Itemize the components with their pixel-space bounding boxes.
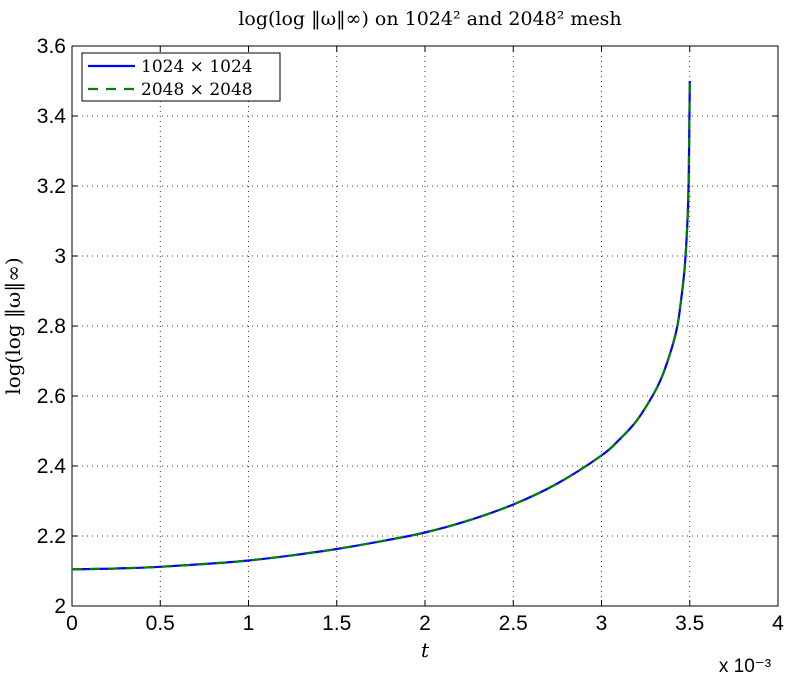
legend-label-2048: 2048 × 2048: [141, 80, 253, 100]
x-tick-label: 4: [772, 612, 784, 635]
y-tick-label: 2: [54, 595, 66, 618]
y-tick-label: 2.6: [37, 385, 66, 408]
y-tick-label: 3.6: [37, 35, 66, 58]
legend: 1024 × 1024 2048 × 2048: [81, 52, 281, 102]
x-exponent-label: x 10⁻³: [719, 656, 771, 677]
legend-box: [81, 52, 281, 102]
x-tick-label: 2.5: [499, 612, 528, 635]
y-tick-label: 3.2: [37, 175, 66, 198]
x-tick-label: 2: [419, 612, 431, 635]
series-layer: [71, 80, 691, 571]
x-tick-label: 3: [596, 612, 608, 635]
y-tick-label: 3: [54, 245, 66, 268]
x-tick-label: 1.5: [322, 612, 351, 635]
x-tick-label: 0: [66, 612, 78, 635]
y-axis-label: log(log ‖ω‖∞): [1, 257, 26, 394]
chart-title: log(log ‖ω‖∞) on 1024² and 2048² mesh: [238, 8, 621, 30]
y-tick-label: 3.4: [37, 105, 67, 128]
y-tick-label: 2.4: [37, 455, 67, 478]
series-line-1024: [71, 80, 691, 571]
x-tick-label: 0.5: [146, 612, 175, 635]
y-tick-label: 2.2: [37, 525, 66, 548]
series-line-2048: [71, 80, 691, 571]
x-axis-label: t: [421, 638, 430, 662]
y-tick-label: 2.8: [37, 315, 66, 338]
x-tick-label: 3.5: [675, 612, 704, 635]
grid: [72, 46, 778, 606]
axis-ticks: 0 0.5 1 1.5 2 2.5 3 3.5 4 2 2.2 2.4 2.6 2.8 3 3.2 3.4 3.6: [37, 35, 784, 635]
x-tick-label: 1: [243, 612, 255, 635]
legend-label-1024: 1024 × 1024: [141, 57, 253, 77]
